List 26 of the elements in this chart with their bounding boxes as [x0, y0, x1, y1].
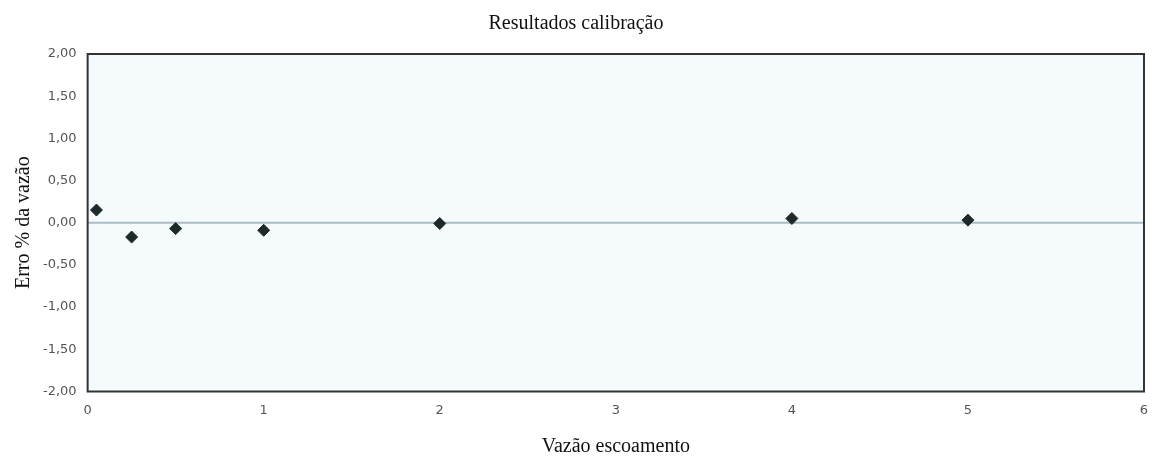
x-tick-label: 0: [83, 401, 92, 417]
y-tick-label: -1,50: [43, 340, 77, 356]
chart-title: Resultados calibração: [488, 11, 664, 35]
point: [785, 211, 799, 225]
point: [169, 222, 183, 236]
x-tick-label: 5: [963, 401, 973, 417]
point: [433, 217, 447, 231]
point: [89, 203, 103, 217]
point: [257, 223, 271, 237]
point: [961, 213, 975, 227]
x-tick-label: 4: [787, 401, 797, 417]
y-tick-label: 0,50: [47, 171, 77, 187]
y-tick-label: 1,50: [47, 87, 77, 103]
y-tick-label: 2,00: [47, 45, 77, 61]
y-tick-label: -2,00: [43, 382, 77, 398]
point: [125, 230, 139, 244]
x-tick-label: 3: [611, 401, 620, 417]
x-axis-title: Vazão escoamento: [541, 434, 690, 457]
y-tick-label: 0,00: [47, 214, 77, 230]
x-tick-label: 1: [259, 401, 268, 417]
x-tick-label: 2: [435, 401, 444, 417]
y-tick-label: -0,50: [43, 256, 77, 272]
y-tick-label: 1,00: [47, 129, 77, 145]
y-axis-title: Erro % da vazão: [11, 156, 34, 290]
x-tick-label: 6: [1139, 401, 1149, 417]
y-tick-label: -1,00: [43, 298, 77, 314]
